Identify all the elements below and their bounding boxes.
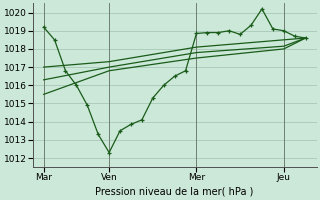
X-axis label: Pression niveau de la mer( hPa ): Pression niveau de la mer( hPa ) <box>95 187 254 197</box>
